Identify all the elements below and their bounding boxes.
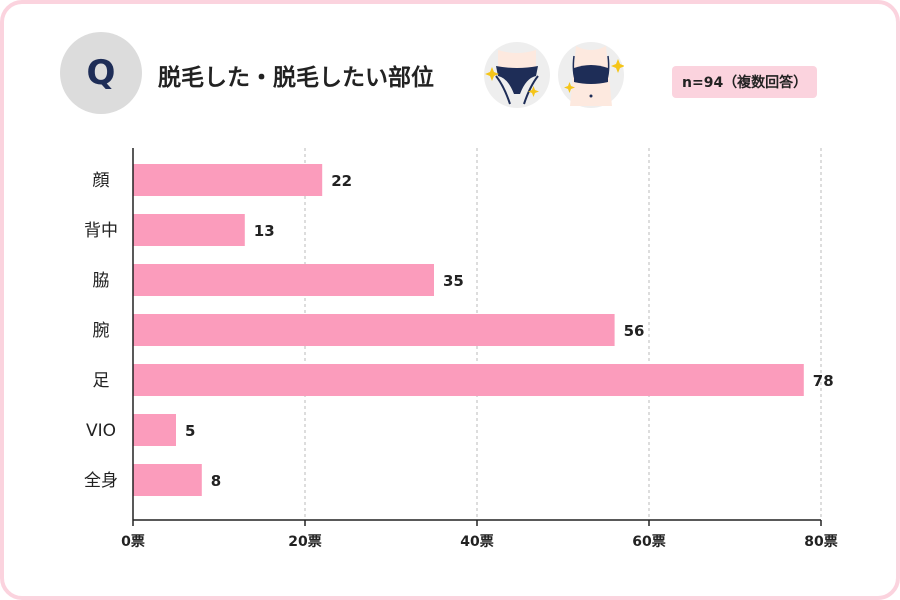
category-label: VIO <box>86 421 116 441</box>
category-label: 腕 <box>93 321 110 341</box>
chart-title: 脱毛した・脱毛したい部位 <box>158 65 434 91</box>
bar <box>133 164 323 196</box>
data-label: 56 <box>624 322 645 340</box>
bar <box>133 414 176 446</box>
x-tick-label: 40票 <box>460 534 493 550</box>
bar <box>133 464 202 496</box>
bar <box>133 364 804 396</box>
data-label: 78 <box>813 372 834 390</box>
bar <box>133 314 615 346</box>
x-tick-label: 60票 <box>632 534 665 550</box>
data-label: 8 <box>211 472 221 490</box>
category-label: 背中 <box>84 221 118 241</box>
torso-illustration-icon <box>558 42 624 108</box>
x-tick-label: 80票 <box>804 534 837 550</box>
data-label: 35 <box>443 272 464 290</box>
category-label: 脇 <box>93 271 110 291</box>
category-label: 顔 <box>93 171 110 191</box>
data-label: 5 <box>185 422 195 440</box>
bar <box>133 264 434 296</box>
question-badge: Q <box>60 32 142 114</box>
sample-size-badge: n=94（複数回答） <box>672 66 818 98</box>
category-label: 足 <box>93 371 110 391</box>
x-tick-label: 20票 <box>288 534 321 550</box>
category-label: 全身 <box>84 471 118 491</box>
bar <box>133 214 245 246</box>
underwear-illustration-icon <box>484 42 550 108</box>
data-label: 22 <box>331 172 352 190</box>
x-tick-label: 0票 <box>121 534 145 550</box>
data-label: 13 <box>254 222 275 240</box>
